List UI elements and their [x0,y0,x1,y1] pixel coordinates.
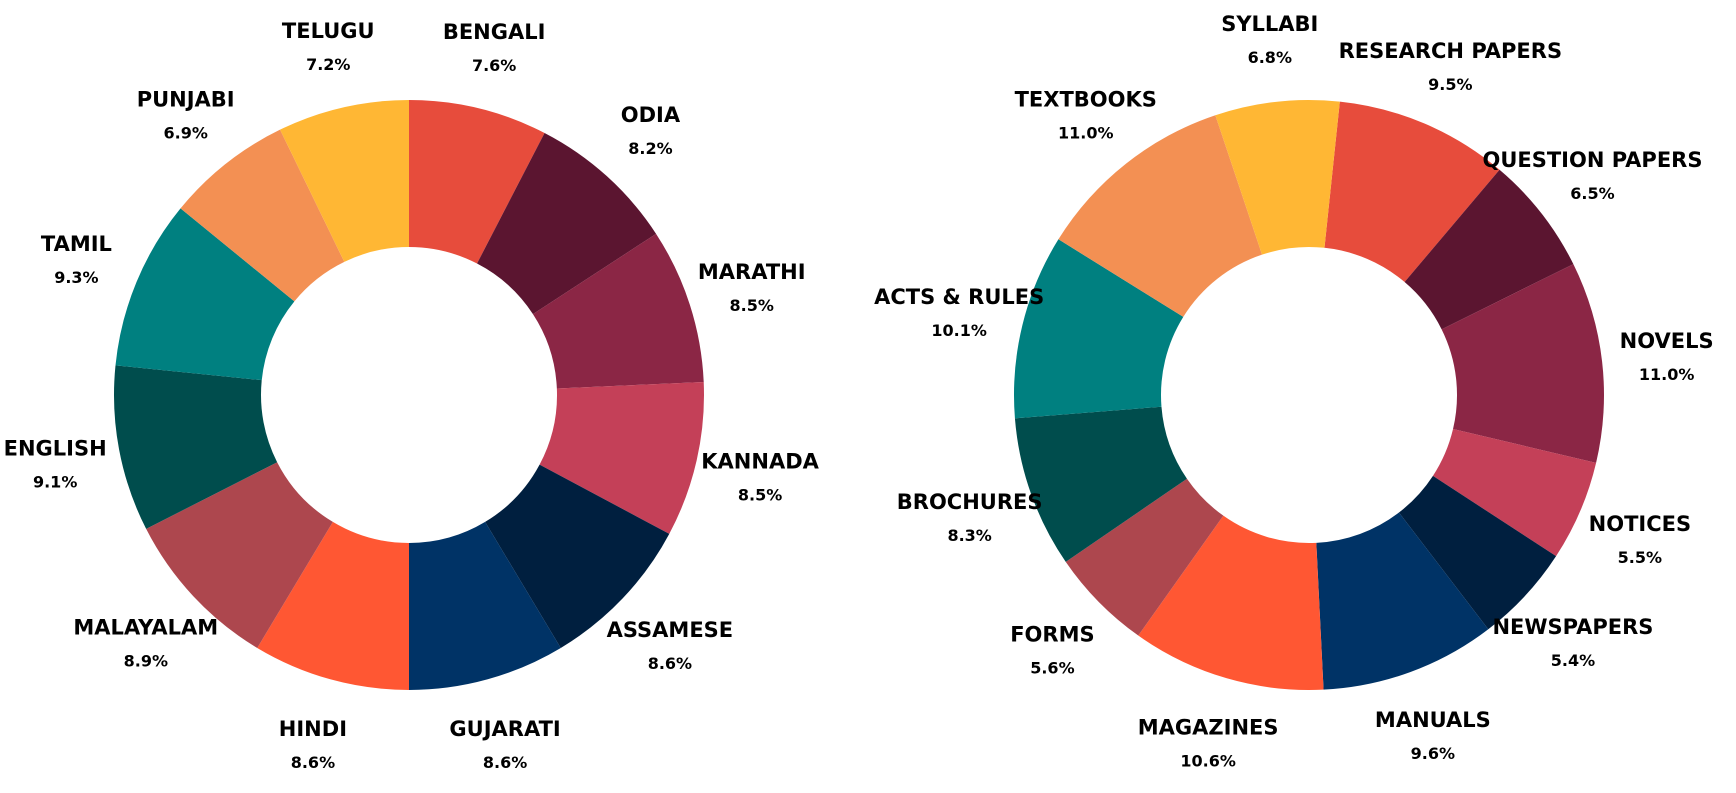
category-label-english: ENGLISH [4,436,107,460]
percent-label-forms: 5.6% [1030,659,1074,678]
slice-acts-rules [1014,239,1184,419]
percent-label-brochures: 8.3% [947,526,991,545]
percent-label-textbooks: 11.0% [1058,124,1114,143]
slice-question-papers [1404,169,1574,330]
category-label-hindi: HINDI [279,717,347,741]
slice-research-papers [1324,101,1500,283]
category-label-kannada: KANNADA [701,450,819,474]
percent-label-magazines: 10.6% [1180,752,1236,771]
percent-label-marathi: 8.5% [730,296,774,315]
category-label-malayalam: MALAYALAM [73,616,218,640]
percent-label-assamese: 8.6% [648,654,692,673]
percent-label-telugu: 7.2% [306,55,350,74]
percent-label-manuals: 9.6% [1411,744,1455,763]
slice-gujarati [409,521,561,690]
percent-label-syllabi: 6.8% [1248,48,1292,67]
slice-novels [1441,264,1604,463]
category-label-research-papers: RESEARCH PAPERS [1339,39,1562,63]
language-donut-chart: BENGALI 7.6% ODIA 8.2% MARATHI 8.5% KANNADA 8.5… [4,19,820,772]
percent-label-tamil: 9.3% [54,268,98,287]
category-label-syllabi: SYLLABI [1221,12,1318,36]
percent-label-hindi: 8.6% [291,753,335,772]
slice-syllabi [1215,100,1340,255]
slice-english [113,365,278,529]
slice-kannada [539,382,704,534]
percent-label-gujarati: 8.6% [483,753,527,772]
slice-hindi [257,521,409,690]
category-label-telugu: TELUGU [282,19,375,43]
percent-label-english: 9.1% [33,472,77,491]
slice-manuals [1316,512,1489,690]
percent-label-punjabi: 6.9% [163,124,207,143]
percent-label-newspapers: 5.4% [1551,651,1595,670]
percent-label-notices: 5.5% [1618,548,1662,567]
percent-label-question-papers: 6.5% [1570,184,1614,203]
category-label-newspapers: NEWSPAPERS [1492,615,1653,639]
category-label-novels: NOVELS [1620,329,1714,353]
percent-label-malayalam: 8.9% [124,652,168,671]
slice-bengali [409,100,545,264]
slice-punjabi [180,129,345,302]
category-label-punjabi: PUNJABI [137,88,235,112]
category-label-forms: FORMS [1010,623,1094,647]
category-label-question-papers: QUESTION PAPERS [1482,148,1702,172]
slice-tamil [115,208,295,381]
category-label-notices: NOTICES [1589,512,1691,536]
slice-notices [1432,429,1597,557]
percent-label-acts-rules: 10.1% [931,321,987,340]
category-label-textbooks: TEXTBOOKS [1015,88,1157,112]
slice-magazines [1138,515,1324,690]
slice-telugu [280,100,409,262]
category-label-manuals: MANUALS [1375,708,1491,732]
slice-malayalam [146,462,333,648]
percent-label-bengali: 7.6% [472,56,516,75]
slice-textbooks [1058,115,1263,317]
percent-label-research-papers: 9.5% [1428,75,1472,94]
slice-newspapers [1398,475,1557,630]
percent-label-kannada: 8.5% [738,486,782,505]
slice-brochures [1014,406,1187,562]
category-label-gujarati: GUJARATI [449,717,560,741]
category-label-brochures: BROCHURES [897,490,1043,514]
slice-assamese [485,464,670,648]
slice-marathi [532,233,704,389]
category-label-tamil: TAMIL [41,232,112,256]
slice-forms [1065,478,1224,636]
category-label-acts-rules: ACTS & RULES [874,285,1044,309]
percent-label-odia: 8.2% [628,139,672,158]
slice-odia [477,132,657,315]
category-label-bengali: BENGALI [443,20,546,44]
percent-label-novels: 11.0% [1639,365,1695,384]
category-label-magazines: MAGAZINES [1138,716,1279,740]
category-label-assamese: ASSAMESE [607,618,734,642]
category-label-odia: ODIA [621,103,681,127]
category-label-marathi: MARATHI [698,260,806,284]
document-type-donut-chart: RESEARCH PAPERS 9.5% QUESTION PAPERS 6.5% NO… [874,12,1714,770]
